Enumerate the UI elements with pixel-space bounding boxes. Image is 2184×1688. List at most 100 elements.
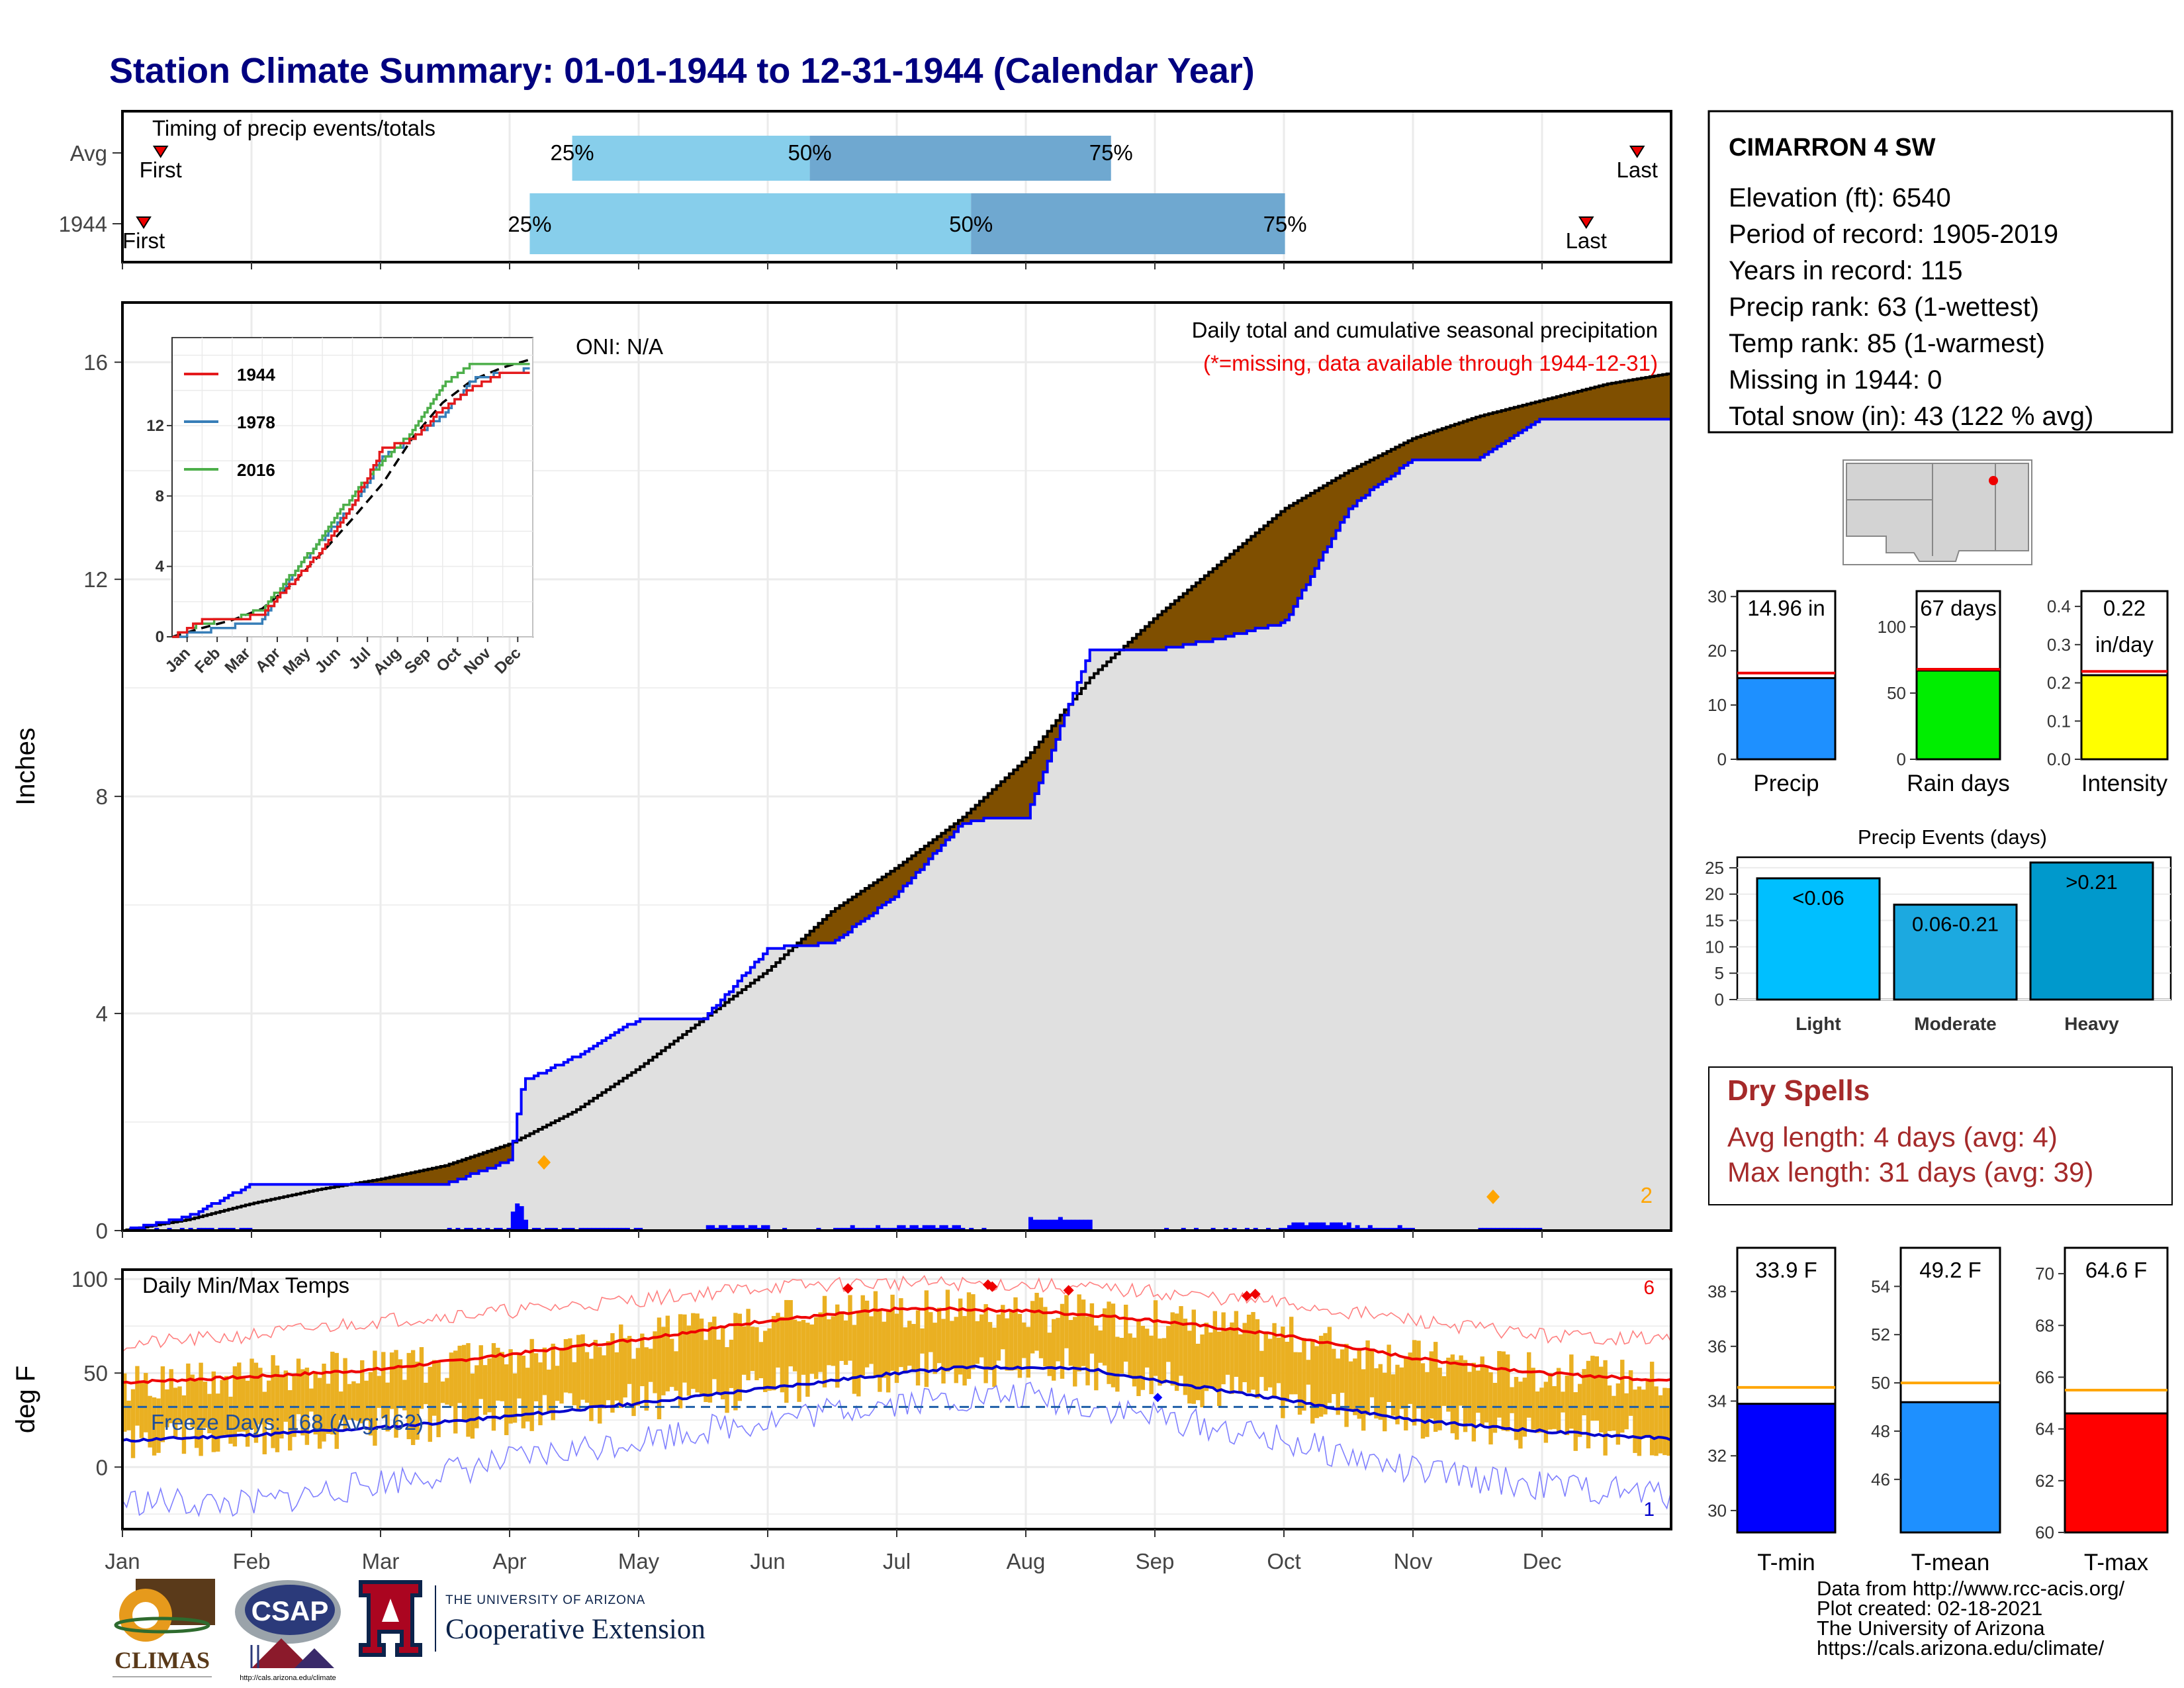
temp-summary-bars: 33.9 F 30 32 34 36 38 T-min 49.2 F 46 48 50 52 54 T-m… (1707, 1246, 2169, 1575)
daily-temp-bar (368, 1372, 373, 1436)
events-bar-moderate (1893, 904, 2018, 1001)
daily-temp-bar (338, 1391, 343, 1421)
station-location-marker (1989, 476, 1998, 485)
daily-temp-bar (1166, 1326, 1171, 1362)
daily-precip-bar (1346, 1222, 1351, 1231)
daily-precip-bar (1516, 1227, 1522, 1231)
daily-temp-bar (330, 1351, 335, 1435)
summary-name: Rain days (1907, 771, 2010, 796)
daily-temp-bar (941, 1319, 946, 1383)
daily-precip-bar (531, 1227, 537, 1231)
daily-temp-bar (461, 1344, 467, 1422)
month-label: Apr (492, 1549, 526, 1573)
dry-spells-box: Dry Spells Avg length: 4 days (avg: 4) M… (1708, 1066, 2173, 1205)
daily-temp-bar (334, 1352, 339, 1449)
daily-temp-bar (729, 1339, 734, 1388)
daily-temp-bar (971, 1294, 976, 1370)
temp-summary-bar-t-min (1736, 1403, 1837, 1534)
summary-name: Precip (1753, 771, 1819, 796)
daily-temp-bar (653, 1331, 657, 1393)
precip-ytick-label: 12 (83, 567, 108, 592)
daily-temp-bar (1132, 1337, 1137, 1387)
month-label: Sep (1136, 1549, 1175, 1573)
daily-temp-bar (1026, 1327, 1030, 1378)
daily-precip-bar (1406, 1227, 1411, 1231)
daily-temp-bar (555, 1366, 560, 1401)
daily-precip-bar (943, 1225, 948, 1231)
daily-temp-bar (924, 1290, 929, 1387)
daily-temp-bar (1539, 1387, 1544, 1433)
daily-temp-bar (424, 1382, 428, 1405)
daily-temp-bar (156, 1398, 161, 1453)
daily-precip-bar (154, 1227, 159, 1231)
daily-temp-bar (126, 1400, 131, 1430)
temp-summary-ytick-label: 62 (2035, 1471, 2054, 1491)
daily-temp-bar (1531, 1368, 1535, 1430)
summary-ytick-label: 0 (1897, 749, 1906, 769)
daily-temp-bar (1455, 1360, 1459, 1440)
daily-precip-bar (1075, 1219, 1080, 1231)
daily-temp-bar (283, 1370, 289, 1422)
daily-temp-bar (542, 1347, 547, 1395)
daily-precip-bar (201, 1227, 206, 1231)
daily-temp-bar (406, 1352, 411, 1440)
dry-spells-avg: Avg length: 4 days (avg: 4) (1727, 1121, 2058, 1152)
figure-title: Station Climate Summary: 01-01-1944 to 1… (109, 51, 1255, 91)
daily-precip-bar (226, 1227, 232, 1231)
cold-extreme-count: 1 (1643, 1499, 1655, 1521)
daily-precip-bar (1223, 1227, 1228, 1231)
record-high-marker (1241, 1290, 1252, 1301)
daily-temp-bar (623, 1338, 627, 1398)
timing-row-label-1944: 1944 (59, 212, 107, 236)
daily-precip-bar (1283, 1227, 1288, 1231)
station-name: CIMARRON 4 SW (1729, 134, 1936, 162)
daily-temp-bar (533, 1353, 539, 1401)
daily-temp-bar (521, 1355, 526, 1429)
daily-temp-bar (203, 1382, 208, 1428)
events-ytick-label: 25 (1705, 858, 1724, 878)
daily-precip-bar (596, 1227, 601, 1231)
daily-precip-bar (1520, 1227, 1525, 1231)
daily-temp-bar (1259, 1350, 1264, 1378)
daily-precip-bar (718, 1225, 723, 1231)
daily-temp-bar (1459, 1355, 1463, 1406)
daily-temp-bar (670, 1338, 674, 1387)
daily-temp-bar (835, 1304, 840, 1388)
daily-temp-bar (496, 1347, 500, 1401)
daily-temp-bar (1060, 1303, 1065, 1379)
daily-temp-bar (1599, 1366, 1604, 1432)
daily-temp-bar (1047, 1333, 1052, 1376)
daily-temp-bar (1505, 1354, 1510, 1432)
precip-ytick-label: 0 (96, 1219, 108, 1243)
daily-precip-bar (582, 1227, 588, 1231)
month-label: Nov (1394, 1549, 1433, 1573)
daily-precip-bar (1028, 1217, 1033, 1231)
daily-temp-bar (1136, 1320, 1141, 1397)
daily-temp-bar (1145, 1329, 1150, 1368)
precip-caption: Daily total and cumulative seasonal prec… (1192, 318, 1658, 342)
daily-temp-bar (1314, 1346, 1319, 1419)
summary-value-label: 67 days (1920, 596, 1997, 620)
daily-temp-bar (945, 1289, 950, 1372)
daily-precip-bar (1330, 1222, 1335, 1231)
daily-temp-bar (746, 1309, 751, 1381)
precip-panel: 0 4 8 12 16 Inches ONI: N/A Daily total and … (11, 301, 1672, 1243)
daily-temp-bar (979, 1314, 984, 1358)
daily-temp-bar (165, 1389, 169, 1428)
daily-temp-bar (602, 1355, 606, 1409)
observed-fill (122, 419, 1671, 1231)
csap-logo-url: http://cals.arizona.edu/climate (240, 1674, 336, 1682)
daily-precip-bar (1372, 1227, 1377, 1231)
record-high-marker (842, 1283, 854, 1294)
daily-temp-bar (487, 1358, 492, 1413)
daily-temp-bar (1230, 1322, 1234, 1394)
footer-institution: The University of Arizona (1817, 1617, 2045, 1640)
daily-temp-bar (657, 1317, 662, 1420)
daily-temp-bar (453, 1350, 458, 1434)
daily-precip-bar (931, 1225, 936, 1231)
temp-summary-ytick-label: 34 (1707, 1391, 1727, 1411)
daily-precip-bar (833, 1227, 839, 1231)
daily-temp-bar (1052, 1319, 1056, 1381)
station-temp-rank: Temp rank: 85 (1-warmest) (1729, 329, 2045, 358)
